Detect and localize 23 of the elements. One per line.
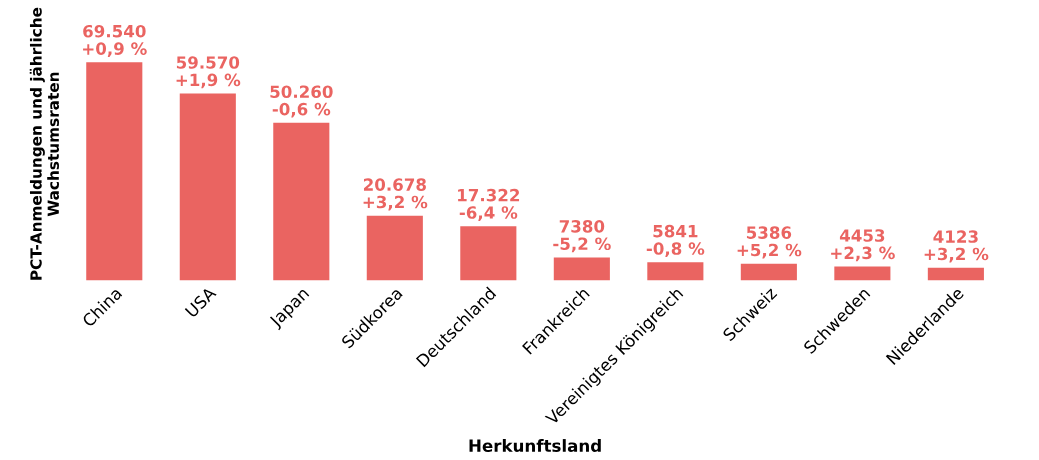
data-label: 20.678 +3,2 %	[363, 178, 428, 211]
data-label: 17.322 -6,4 %	[458, 188, 520, 221]
y-axis-title: PCT-Anmeldungen und jährliche Wachstumsraten	[29, 7, 60, 280]
bar	[927, 267, 984, 281]
bar	[460, 226, 517, 281]
bar	[273, 122, 330, 281]
data-label: 5841 -0,8 %	[646, 224, 705, 257]
x-tick-label: USA	[184, 285, 217, 318]
bar	[366, 215, 423, 281]
bar	[179, 93, 236, 281]
data-label: 69.540 +0,9 %	[83, 24, 147, 58]
bar	[86, 62, 143, 281]
x-axis-title: Herkunftsland	[469, 439, 601, 452]
data-label: 4453 +2,3 %	[831, 229, 895, 262]
data-label: 4123 +3,2 %	[924, 230, 989, 263]
data-label: 50.260 -0,6 %	[270, 85, 333, 118]
data-label: 59.570 +1,9 %	[176, 56, 241, 89]
bar	[553, 257, 610, 281]
bar	[647, 262, 704, 281]
data-label: 7380 -5,2 %	[553, 220, 611, 253]
data-label: 5386 +5,2 %	[737, 226, 802, 259]
bar	[834, 266, 891, 281]
bar	[740, 263, 797, 281]
